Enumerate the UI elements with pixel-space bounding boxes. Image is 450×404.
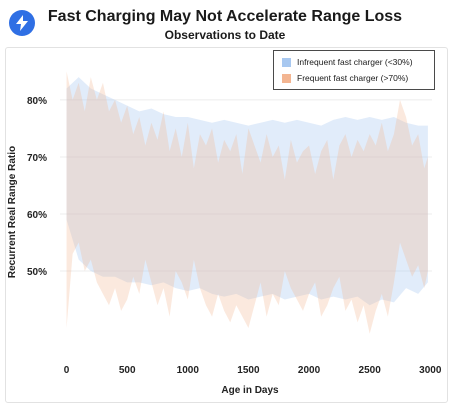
x-tick-label: 500 bbox=[119, 365, 136, 376]
chart-subtitle: Observations to Date bbox=[164, 28, 286, 42]
lightning-bolt-icon bbox=[9, 10, 35, 36]
y-axis-label: Recurrent Real Range Ratio bbox=[7, 146, 18, 278]
series-band-frequent bbox=[66, 71, 428, 334]
legend-swatch-infrequent bbox=[282, 57, 291, 67]
y-tick-label: 50% bbox=[27, 267, 47, 278]
x-tick-label: 2000 bbox=[298, 365, 321, 376]
y-tick-label: 60% bbox=[27, 210, 47, 221]
legend-swatch-frequent bbox=[282, 73, 291, 83]
x-axis-label: Age in Days bbox=[221, 385, 279, 396]
legend-label-frequent: Frequent fast charger (>70%) bbox=[297, 73, 409, 83]
x-tick-label: 0 bbox=[64, 365, 70, 376]
x-tick-label: 1000 bbox=[177, 365, 200, 376]
x-tick-label: 3000 bbox=[419, 365, 442, 376]
legend-item-frequent: Frequent fast charger (>70%) bbox=[282, 73, 408, 83]
chart-title: Fast Charging May Not Accelerate Range L… bbox=[47, 8, 403, 25]
y-tick-label: 80% bbox=[27, 96, 47, 107]
lightning-bolt-glyph bbox=[16, 15, 28, 31]
chart-legend: Infrequent fast charger (<30%) Frequent … bbox=[273, 50, 435, 90]
x-tick-label: 2500 bbox=[359, 365, 382, 376]
chart-card bbox=[5, 47, 448, 403]
legend-item-infrequent: Infrequent fast charger (<30%) bbox=[282, 57, 413, 67]
x-tick-label: 1500 bbox=[237, 365, 260, 376]
legend-label-infrequent: Infrequent fast charger (<30%) bbox=[297, 57, 413, 67]
y-tick-label: 70% bbox=[27, 153, 47, 164]
series-band-infrequent bbox=[66, 77, 428, 306]
